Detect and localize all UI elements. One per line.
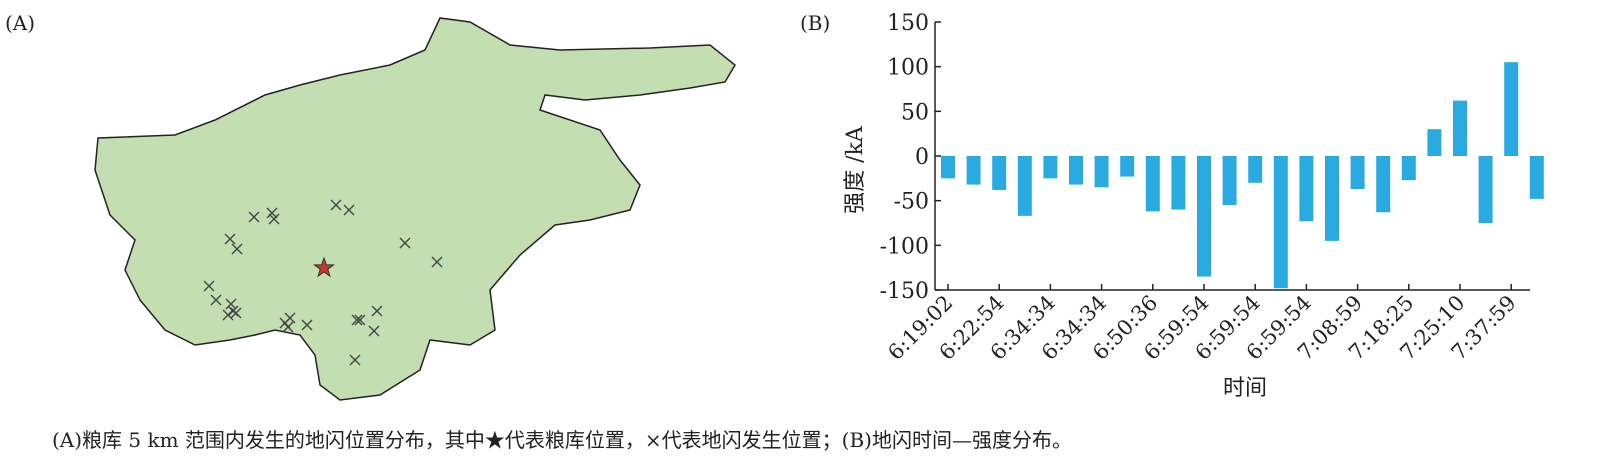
- y-tick-label: -150: [880, 279, 929, 304]
- lightning-cross: [268, 213, 280, 225]
- bar: [1376, 156, 1391, 213]
- lightning-marks: [203, 199, 443, 366]
- x-axis-label: 时间: [1223, 376, 1267, 401]
- bar: [1478, 156, 1493, 223]
- panel-label: (A): [5, 11, 35, 35]
- bar: [1120, 156, 1135, 177]
- bar: [992, 156, 1007, 190]
- lightning-cross: [343, 204, 355, 216]
- bar: [966, 156, 981, 185]
- y-tick-label: 50: [901, 100, 929, 125]
- y-tick-label: 100: [887, 56, 929, 81]
- lightning-cross: [371, 305, 383, 317]
- bar: [1248, 156, 1263, 183]
- y-tick-label: 150: [887, 11, 929, 36]
- panel-label: (B): [800, 11, 830, 35]
- lightning-cross: [301, 319, 313, 331]
- map-region: [94, 17, 736, 401]
- lightning-cross: [330, 199, 342, 211]
- y-tick-label: -100: [880, 234, 929, 259]
- lightning-cross: [231, 243, 243, 255]
- lightning-cross: [349, 354, 361, 366]
- bar: [1171, 156, 1186, 210]
- lightning-cross: [230, 307, 242, 319]
- bar: [1401, 156, 1416, 181]
- bar: [1427, 129, 1442, 156]
- bar: [1325, 156, 1339, 241]
- y-axis-label: 强度 /kA: [843, 125, 868, 214]
- bar: [1504, 62, 1519, 157]
- lightning-cross: [354, 314, 366, 326]
- bar: [1197, 156, 1211, 277]
- figure-panels: (A) (B) 时间 强度 /kA -150-100-500501001506:…: [5, 11, 1544, 401]
- bar: [1094, 156, 1109, 188]
- lightning-cross: [225, 298, 237, 310]
- bar: [1299, 156, 1314, 222]
- lightning-cross: [224, 233, 236, 245]
- lightning-cross: [368, 325, 380, 337]
- lightning-cross: [203, 280, 215, 292]
- bar: [941, 156, 955, 179]
- lightning-cross: [248, 211, 260, 223]
- lightning-cross: [282, 321, 294, 333]
- granary-star: [313, 256, 335, 278]
- y-tick-label: 0: [915, 145, 929, 170]
- lightning-cross: [222, 309, 234, 321]
- lightning-cross: [431, 256, 443, 268]
- lightning-cross: [266, 207, 278, 219]
- y-tick-label: -50: [894, 190, 929, 215]
- bar: [1043, 156, 1058, 179]
- bar: [1017, 156, 1032, 216]
- lightning-cross: [351, 314, 363, 326]
- caption: (A)粮库 5 km 范围内发生的地闪位置分布，其中★代表粮库位置，×代表地闪发…: [52, 428, 1072, 452]
- bar: [1350, 156, 1365, 190]
- bar: [1453, 100, 1467, 156]
- bar: [1529, 156, 1544, 199]
- bar: [1069, 156, 1083, 185]
- bar: [1222, 156, 1237, 206]
- lightning-cross: [210, 294, 222, 306]
- lightning-cross: [227, 305, 239, 317]
- lightning-cross: [399, 237, 411, 249]
- bar: [1145, 156, 1160, 212]
- bar: [1273, 156, 1288, 289]
